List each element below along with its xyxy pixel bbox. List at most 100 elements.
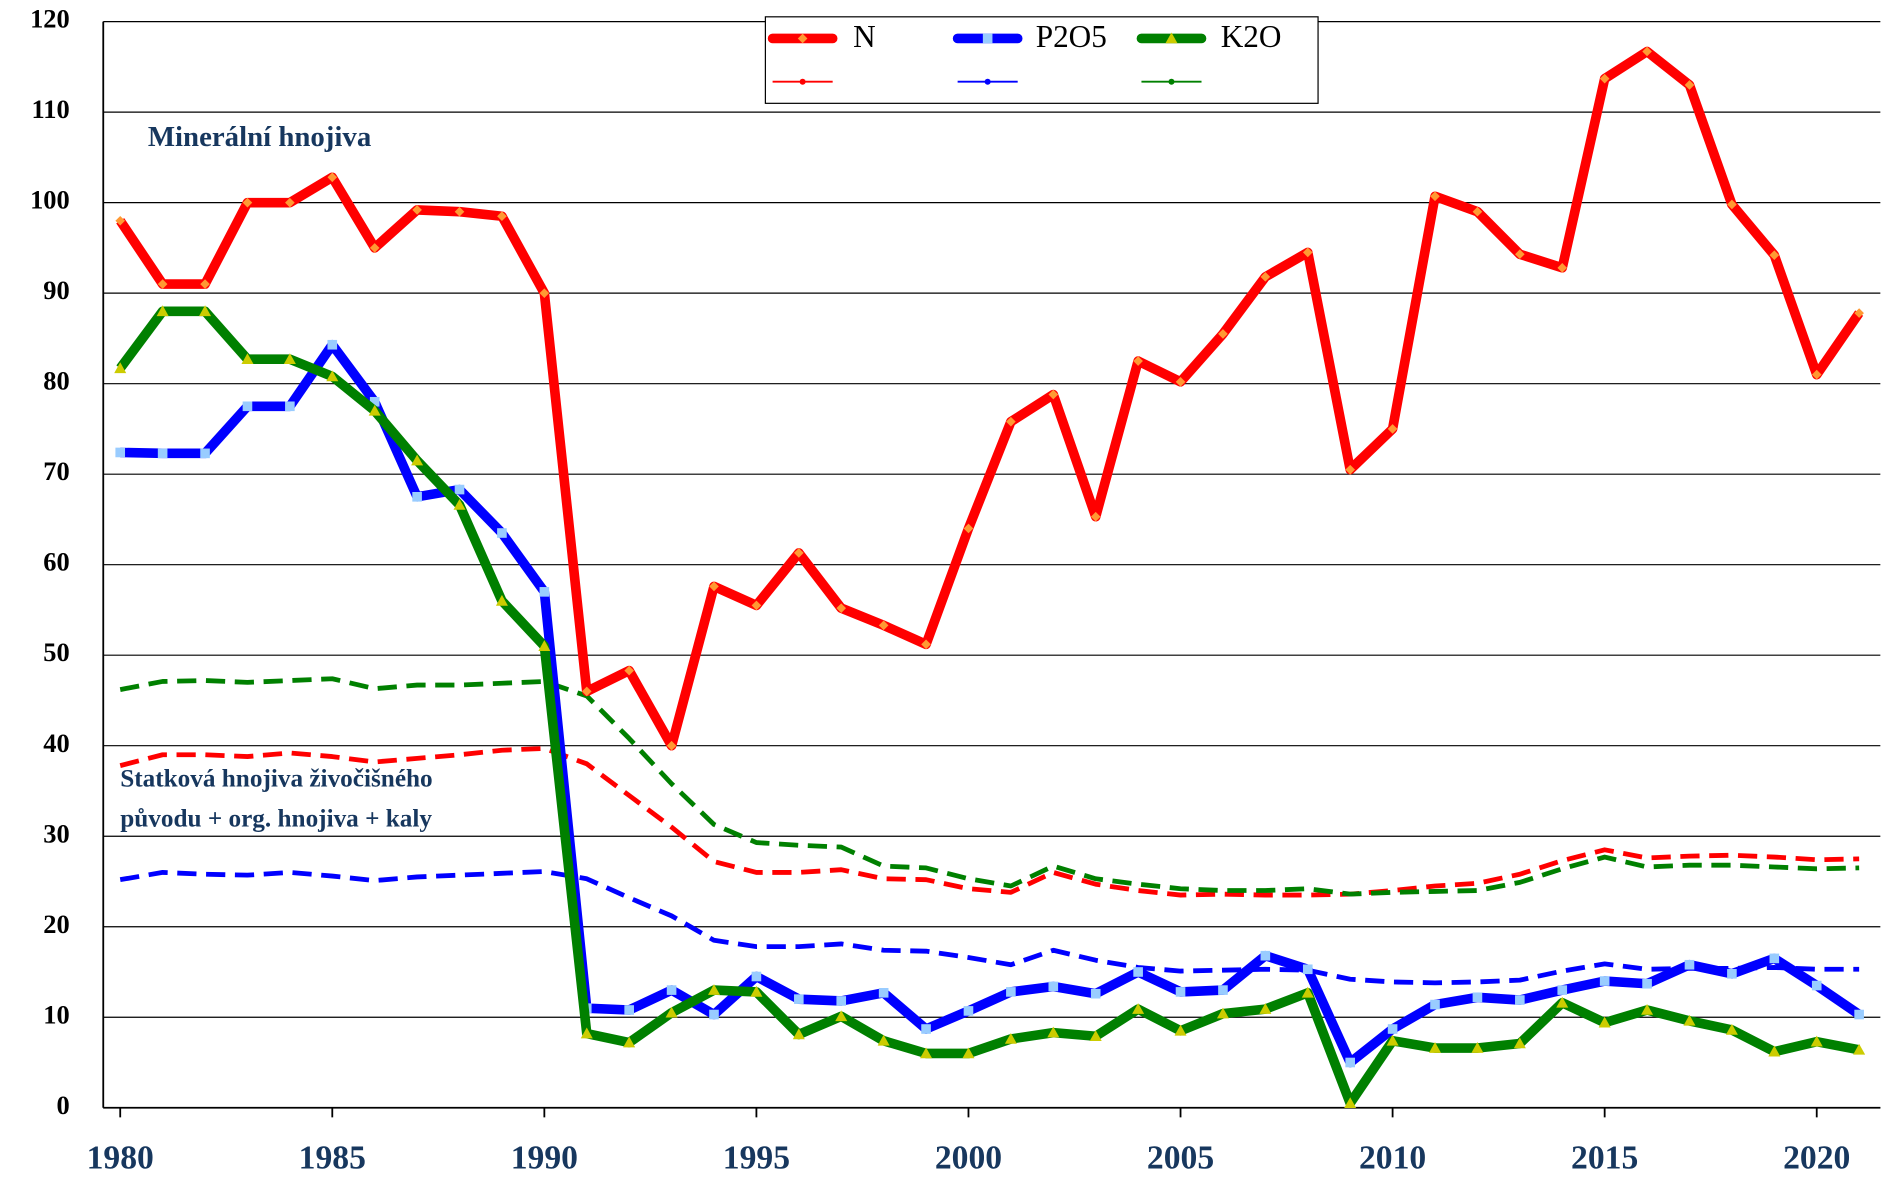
marker	[1260, 950, 1271, 961]
marker	[242, 197, 253, 208]
marker	[1642, 978, 1652, 989]
y-tick-label: 40	[43, 728, 69, 758]
marker	[1515, 995, 1525, 1005]
marker	[794, 548, 804, 558]
marker	[1048, 389, 1059, 400]
marker	[1768, 1045, 1781, 1057]
marker	[242, 401, 253, 412]
marker	[1557, 263, 1568, 273]
marker	[453, 498, 466, 510]
marker	[412, 492, 422, 502]
marker	[580, 1027, 593, 1039]
marker	[1684, 959, 1695, 970]
marker	[794, 994, 804, 1004]
marker	[1089, 1030, 1102, 1042]
marker	[709, 1009, 719, 1020]
marker	[1810, 1035, 1823, 1047]
legend-label: N	[853, 19, 876, 54]
marker	[982, 33, 993, 44]
marker	[707, 984, 721, 995]
dashed-line	[119, 869, 1860, 986]
marker	[1216, 1007, 1229, 1019]
marker	[1386, 1034, 1399, 1046]
legend-dot	[799, 78, 806, 85]
marker	[1133, 967, 1143, 977]
y-tick-label: 30	[43, 818, 69, 848]
marker	[283, 353, 296, 365]
marker	[1004, 1032, 1017, 1044]
marker	[1175, 987, 1186, 997]
marker	[1260, 272, 1271, 282]
marker	[539, 587, 550, 597]
marker	[1047, 1026, 1060, 1038]
y-tick-label: 0	[57, 1090, 70, 1120]
marker	[115, 447, 126, 458]
y-tick-label: 20	[43, 909, 69, 939]
legend-label: P2O5	[1036, 19, 1107, 54]
marker	[1811, 980, 1822, 991]
marker	[878, 620, 889, 631]
marker	[1133, 356, 1143, 366]
marker	[369, 243, 380, 253]
marker	[369, 396, 380, 407]
dashed-line	[119, 746, 1860, 898]
marker	[1165, 32, 1178, 44]
marker	[326, 370, 339, 382]
y-tick-label: 100	[30, 185, 70, 215]
marker	[1301, 986, 1314, 998]
marker	[1683, 1014, 1696, 1026]
marker	[835, 1010, 848, 1022]
marker	[156, 305, 169, 317]
marker	[878, 987, 889, 998]
marker	[285, 401, 295, 412]
marker	[1218, 329, 1228, 339]
marker	[115, 215, 126, 226]
y-tick-label: 90	[43, 275, 69, 305]
x-tick-label: 2005	[1147, 1139, 1214, 1176]
legend	[764, 16, 1319, 104]
x-tick-label: 2015	[1571, 1139, 1638, 1176]
marker	[1769, 953, 1780, 964]
dashed-line	[119, 676, 1860, 897]
marker	[1430, 191, 1440, 202]
marker	[750, 985, 763, 997]
marker	[1727, 968, 1737, 979]
y-tick-label: 80	[43, 366, 69, 396]
x-tick-label: 2010	[1359, 1139, 1426, 1176]
marker	[751, 971, 762, 982]
marker	[1387, 1024, 1398, 1034]
marker	[666, 985, 677, 995]
marker	[921, 639, 931, 650]
marker	[1472, 206, 1483, 217]
marker	[921, 1024, 931, 1034]
marker	[751, 600, 762, 611]
marker	[709, 581, 719, 592]
marker	[1642, 46, 1652, 57]
marker	[1513, 1037, 1526, 1049]
marker	[539, 288, 550, 298]
marker	[1725, 1023, 1738, 1035]
marker	[1302, 964, 1313, 975]
marker	[1259, 1003, 1272, 1014]
marker	[624, 1005, 634, 1015]
marker	[1174, 1024, 1187, 1036]
annotation: původu + org. hnojiva + kaly	[120, 805, 432, 832]
y-tick-label: 110	[32, 94, 70, 124]
x-tick-label: 2020	[1783, 1139, 1850, 1176]
legend-dot	[1168, 78, 1175, 85]
x-tick-label: 1985	[299, 1139, 366, 1176]
marker	[497, 528, 507, 538]
x-tick-label: 1990	[511, 1139, 578, 1176]
marker	[1727, 199, 1737, 210]
marker	[624, 665, 634, 676]
marker	[199, 305, 212, 317]
y-tick-label: 120	[30, 4, 70, 34]
marker	[1090, 988, 1101, 999]
marker	[1175, 377, 1186, 387]
marker	[666, 740, 677, 751]
x-tick-label: 1980	[87, 1139, 154, 1176]
annotation: Minerální hnojiva	[148, 121, 371, 153]
marker	[200, 448, 210, 459]
marker	[1472, 992, 1483, 1003]
marker	[495, 594, 508, 606]
